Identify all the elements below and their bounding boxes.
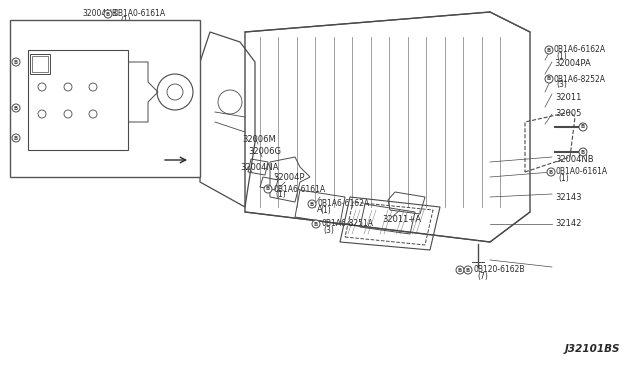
Circle shape: [579, 148, 587, 156]
Text: B: B: [549, 170, 553, 174]
Circle shape: [308, 200, 316, 208]
Text: 0B1A6-6162A: 0B1A6-6162A: [317, 199, 369, 208]
Text: 32004NA: 32004NA: [24, 118, 60, 126]
Text: 0B1A0-6161A: 0B1A0-6161A: [113, 10, 165, 19]
Text: 0B1A6-6162A: 0B1A6-6162A: [21, 103, 73, 112]
Circle shape: [545, 46, 553, 54]
Text: B: B: [314, 221, 318, 227]
Text: (3): (3): [556, 80, 567, 90]
Text: 32004NB: 32004NB: [82, 10, 117, 19]
Text: 32004NA: 32004NA: [240, 164, 278, 173]
Bar: [28, 50, 128, 150]
Text: 0B1A6-6161A: 0B1A6-6161A: [21, 134, 73, 142]
Text: B: B: [310, 202, 314, 206]
Text: B: B: [466, 267, 470, 273]
Text: 32011+A: 32011+A: [24, 73, 60, 81]
Text: 32143: 32143: [555, 192, 582, 202]
Text: 0B1A6-6162A: 0B1A6-6162A: [554, 45, 606, 55]
Circle shape: [547, 168, 555, 176]
Text: B: B: [266, 186, 270, 192]
Text: 0B1A6-6161A: 0B1A6-6161A: [273, 185, 325, 193]
Text: B: B: [547, 48, 551, 52]
Text: 32006M: 32006M: [133, 22, 164, 31]
Text: 32004PA: 32004PA: [554, 60, 591, 68]
Text: (3): (3): [24, 64, 35, 73]
Text: 32011: 32011: [555, 93, 581, 102]
Bar: [30, 54, 50, 74]
Text: 32004P: 32004P: [273, 173, 305, 182]
Text: B: B: [106, 12, 110, 16]
Text: (1): (1): [120, 16, 131, 25]
Text: J32101BS: J32101BS: [564, 344, 620, 354]
Text: 32011+A: 32011+A: [382, 215, 421, 224]
Text: 0B1A0-6161A: 0B1A0-6161A: [556, 167, 608, 176]
Text: (1): (1): [24, 109, 35, 119]
Circle shape: [12, 134, 20, 142]
Text: 32006G: 32006G: [248, 148, 281, 157]
Circle shape: [579, 123, 587, 131]
Text: (1): (1): [24, 140, 35, 148]
Text: 32005: 32005: [555, 109, 581, 119]
Text: B: B: [581, 125, 585, 129]
Text: 32142: 32142: [555, 219, 581, 228]
Circle shape: [104, 10, 112, 18]
Text: A: A: [317, 205, 323, 215]
Text: B: B: [14, 106, 18, 110]
Text: 0B1A6-8251A: 0B1A6-8251A: [21, 58, 73, 67]
Circle shape: [456, 266, 464, 274]
Text: 32004NB: 32004NB: [555, 154, 594, 164]
Text: 32004P: 32004P: [24, 90, 53, 99]
Text: B: B: [14, 60, 18, 64]
Text: (3): (3): [323, 225, 334, 234]
Text: 32006M: 32006M: [242, 135, 276, 144]
Bar: [10, 20, 200, 177]
Text: B: B: [458, 267, 462, 273]
Text: 0B1A6-8252A: 0B1A6-8252A: [554, 74, 606, 83]
Text: VIEW  A: VIEW A: [62, 164, 108, 174]
Text: B: B: [14, 135, 18, 141]
Text: (7): (7): [477, 272, 488, 280]
Text: (1): (1): [275, 190, 285, 199]
Circle shape: [12, 104, 20, 112]
Text: (1): (1): [556, 51, 567, 61]
Circle shape: [545, 75, 553, 83]
Circle shape: [264, 185, 272, 193]
Circle shape: [312, 220, 320, 228]
Circle shape: [12, 58, 20, 66]
Text: 0B1A6-8251A: 0B1A6-8251A: [321, 219, 373, 228]
Text: FRONT: FRONT: [131, 155, 160, 164]
Text: (1): (1): [320, 205, 331, 215]
Text: B: B: [581, 150, 585, 154]
Circle shape: [464, 266, 472, 274]
Text: B: B: [547, 77, 551, 81]
Text: (1): (1): [558, 173, 569, 183]
Text: 0B120-6162B: 0B120-6162B: [474, 266, 525, 275]
Bar: [32, 56, 48, 72]
